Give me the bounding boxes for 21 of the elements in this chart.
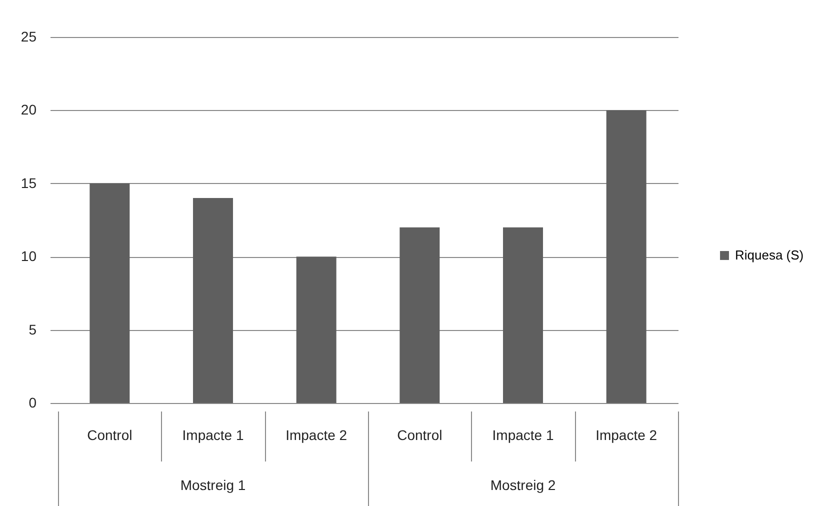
y-tick-label: 15 <box>20 174 37 191</box>
y-tick-label: 0 <box>28 394 37 410</box>
y-tick-label: 5 <box>28 321 37 338</box>
legend-label: Riquesa (S) <box>735 248 804 262</box>
text: Mostreig 1 <box>180 477 246 493</box>
bar <box>296 256 336 403</box>
x-tick-label: Impacte 1 <box>492 427 554 443</box>
x-tick-label: Impacte 1 <box>182 427 244 443</box>
y-tick-label: 10 <box>20 248 37 264</box>
y-tick-label: 20 <box>20 102 37 118</box>
bar <box>90 183 130 403</box>
bar <box>503 227 543 403</box>
x-tick-label: Impacte 2 <box>286 427 348 443</box>
x-tick-label: Control <box>397 427 442 443</box>
y-tick-label: 25 <box>20 28 37 44</box>
x-tick-label: Control <box>87 427 132 443</box>
text: Mostreig 2 <box>490 477 556 493</box>
bar <box>606 110 646 403</box>
x-tick-label: Impacte 2 <box>596 427 658 443</box>
bar <box>400 227 440 403</box>
bar <box>193 198 233 403</box>
